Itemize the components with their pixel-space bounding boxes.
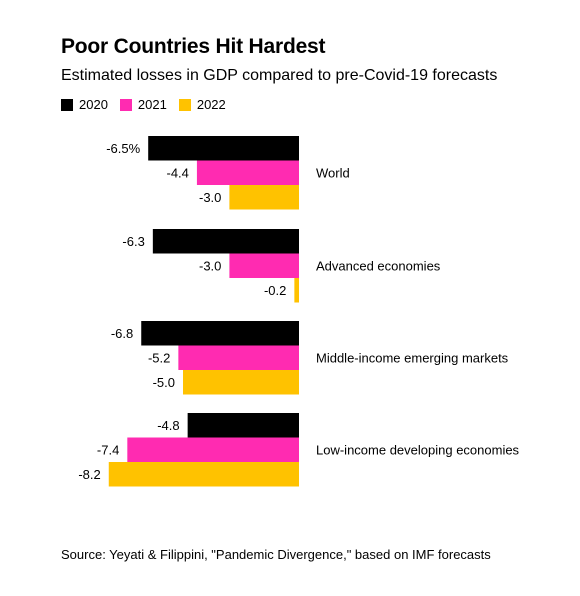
legend-label-2022: 2022: [196, 97, 226, 112]
data-label-2020-1: -6.3: [122, 234, 144, 249]
category-label-1: Advanced economies: [316, 258, 441, 273]
legend-swatch-2022: [178, 98, 191, 111]
bar-2021-3: [127, 437, 299, 462]
data-label-2022-0: -3.0: [199, 190, 221, 205]
legend-label-2020: 2020: [79, 97, 108, 112]
data-label-2022-1: -0.2: [264, 283, 286, 298]
bar-2021-1: [229, 253, 299, 278]
bar-2021-0: [196, 160, 299, 185]
legend-item-2021: 2021: [119, 97, 167, 112]
data-label-2020-2: -6.8: [111, 326, 133, 341]
legend-swatch-2021: [119, 98, 132, 111]
chart-title: Poor Countries Hit Hardest: [61, 35, 326, 58]
category-label-2: Middle-income emerging markets: [316, 350, 509, 365]
bar-2020-3: [187, 413, 299, 438]
bar-2020-0: [148, 136, 299, 161]
data-label-2021-1: -3.0: [199, 258, 221, 273]
category-label-3: Low-income developing economies: [316, 442, 520, 457]
bar-2022-0: [229, 185, 299, 210]
data-label-2022-3: -8.2: [78, 467, 100, 482]
data-label-2021-2: -5.2: [148, 350, 170, 365]
data-label-2022-2: -5.0: [153, 375, 175, 390]
data-label-2020-3: -4.8: [157, 418, 179, 433]
bar-2022-3: [108, 462, 299, 487]
chart-subtitle: Estimated losses in GDP compared to pre-…: [61, 67, 498, 84]
data-label-2020-0: -6.5%: [106, 141, 140, 156]
data-label-2021-3: -7.4: [97, 442, 119, 457]
bar-2020-1: [152, 229, 299, 254]
legend-item-2022: 2022: [178, 97, 226, 112]
source-note: Source: Yeyati & Filippini, "Pandemic Di…: [61, 547, 491, 562]
legend-item-2020: 2020: [61, 97, 108, 112]
bar-2020-2: [141, 321, 299, 346]
data-label-2021-0: -4.4: [167, 165, 189, 180]
legend-label-2021: 2021: [137, 97, 167, 112]
bar-2021-2: [178, 345, 299, 370]
legend-swatch-2020: [61, 98, 73, 111]
category-label-0: World: [316, 165, 350, 180]
bar-2022-1: [294, 278, 299, 303]
bar-2022-2: [183, 370, 299, 395]
legend: 2020 2021 2022: [61, 97, 238, 112]
